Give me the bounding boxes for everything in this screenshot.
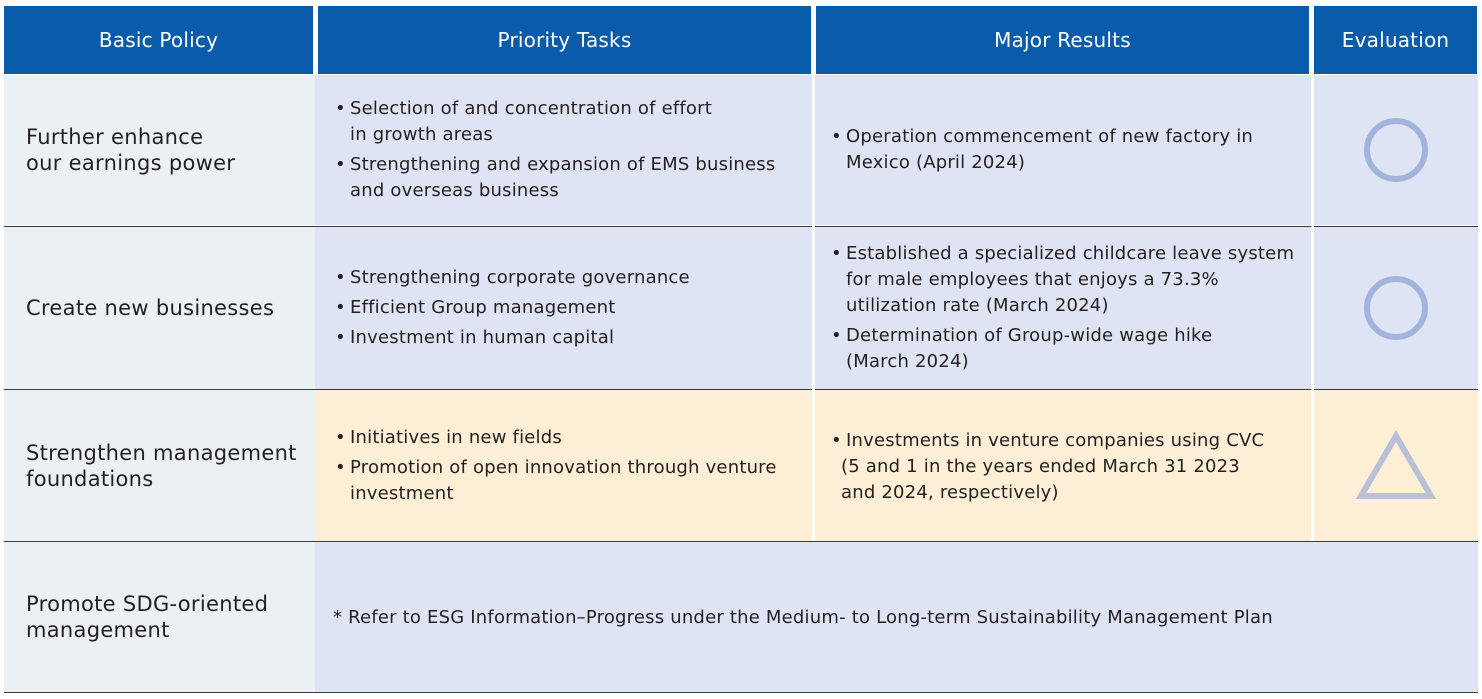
- list-item: • Strengthening corporate governance: [335, 265, 812, 291]
- row-1-evaluation: [1314, 75, 1478, 225]
- column-divider: [1311, 75, 1314, 541]
- header-major-results: Major Results: [816, 6, 1309, 74]
- bullet-icon: •: [831, 126, 842, 147]
- header-basic-policy: Basic Policy: [4, 6, 313, 74]
- row-4-policy: Promote SDG-oriented management: [4, 542, 315, 692]
- circle-icon: [1364, 118, 1428, 182]
- row-divider: [4, 226, 1478, 227]
- header-evaluation-label: Evaluation: [1341, 28, 1450, 52]
- list-item: • Strengthening and expansion of EMS busi…: [335, 154, 776, 201]
- bullet-icon: •: [831, 429, 842, 451]
- row-2-major-results: • Established a specialized childcare lea…: [815, 227, 1311, 389]
- header-basic-policy-label: Basic Policy: [98, 28, 219, 52]
- bullet-icon: •: [335, 426, 346, 448]
- table-bottom-border: [4, 692, 1478, 693]
- column-divider: [812, 75, 815, 541]
- list-item: • Established a specialized childcare lea…: [831, 243, 1295, 316]
- row-1-policy: Further enhance our earnings power: [4, 75, 315, 225]
- bullet-icon: •: [335, 297, 346, 318]
- list-item: • Operation commencement of new factory i…: [831, 126, 1254, 173]
- row-1-priority-tasks: • Selection of and concentration of effor…: [315, 75, 812, 225]
- row-4-note: * Refer to ESG Information–Progress unde…: [315, 542, 1478, 692]
- bullet-icon: •: [335, 267, 346, 288]
- bullet-icon: •: [335, 98, 346, 119]
- bullet-icon: •: [335, 456, 346, 478]
- row-divider: [4, 389, 1478, 390]
- row-2-policy: Create new businesses: [4, 227, 315, 389]
- row-1-policy-text: Further enhance our earnings power: [26, 125, 236, 175]
- triangle-icon: [1356, 429, 1436, 499]
- bullet-icon: •: [335, 154, 346, 175]
- list-item: • Promotion of open innovation through ve…: [335, 456, 777, 504]
- row-3-evaluation: [1314, 390, 1478, 541]
- header-priority-tasks-label: Priority Tasks: [497, 28, 632, 52]
- row-3-major-results: • Investments in venture companies using …: [815, 390, 1311, 541]
- list-item: • Investment in human capital: [335, 325, 812, 351]
- row-2-policy-text: Create new businesses: [26, 296, 275, 320]
- row-divider: [4, 541, 1478, 542]
- list-item: • Initiatives in new fields: [335, 425, 812, 451]
- bullet-icon: •: [335, 327, 346, 348]
- header-major-results-label: Major Results: [994, 28, 1131, 52]
- list-item: • Investments in venture companies using …: [831, 428, 1311, 454]
- bullet-icon: •: [831, 325, 842, 346]
- list-item: • Determination of Group-wide wage hike (…: [831, 325, 1213, 372]
- row-4-policy-text: Promote SDG-oriented management: [26, 592, 269, 642]
- row-3-priority-tasks: • Initiatives in new fields • Promotion of…: [315, 390, 812, 541]
- row-1-major-results: • Operation commencement of new factory i…: [815, 75, 1311, 225]
- circle-icon: [1364, 276, 1428, 340]
- bullet-icon: •: [831, 243, 842, 264]
- row-2-priority-tasks: • Strengthening corporate governance • Eff…: [315, 227, 812, 389]
- header-evaluation: Evaluation: [1314, 6, 1477, 74]
- row-2-evaluation: [1314, 227, 1478, 389]
- row-3-policy-text: Strengthen management foundations: [26, 440, 297, 491]
- row-4-note-text: * Refer to ESG Information–Progress unde…: [333, 606, 1273, 628]
- list-item: • Selection of and concentration of effor…: [335, 98, 713, 145]
- list-item-continuation: (5 and 1 in the years ended March 31 202…: [841, 455, 1240, 503]
- row-3-policy: Strengthen management foundations: [4, 390, 315, 541]
- list-item: • Efficient Group management: [335, 295, 812, 321]
- header-priority-tasks: Priority Tasks: [318, 6, 811, 74]
